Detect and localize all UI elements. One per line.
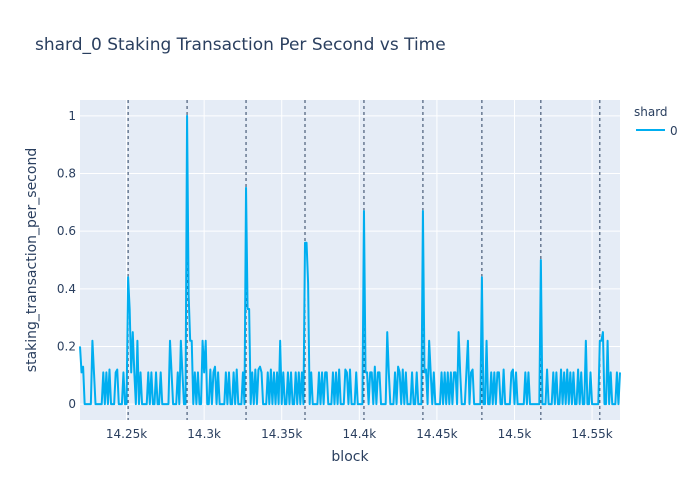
- legend-item-label: 0: [670, 124, 678, 138]
- x-axis-label: block: [331, 449, 369, 465]
- y-tick-label: 0.2: [57, 339, 76, 353]
- y-ticks: 0 0.2 0.4 0.6 0.8 1: [57, 109, 76, 411]
- x-ticks: 14.25k 14.3k 14.35k 14.4k 14.45k 14.5k 14.55k: [106, 427, 613, 441]
- series-line-0[interactable]: [79, 114, 621, 406]
- chart-title: shard_0 Staking Transaction Per Second v…: [35, 35, 446, 55]
- x-tick-label: 14.45k: [416, 427, 457, 441]
- series-layer: [79, 114, 621, 406]
- x-tick-label: 14.25k: [106, 427, 147, 441]
- x-tick-label: 14.5k: [498, 427, 532, 441]
- legend-title: shard: [634, 105, 668, 119]
- y-tick-label: 0.6: [57, 224, 76, 238]
- x-tick-label: 14.55k: [571, 427, 612, 441]
- x-tick-label: 14.3k: [187, 427, 221, 441]
- y-tick-label: 0.4: [57, 282, 76, 296]
- y-axis-label: staking_transaction_per_second: [24, 148, 40, 372]
- y-tick-label: 0.8: [57, 167, 76, 181]
- y-tick-label: 0: [68, 397, 76, 411]
- x-tick-label: 14.4k: [342, 427, 376, 441]
- x-tick-label: 14.35k: [261, 427, 302, 441]
- legend[interactable]: shard 0: [634, 105, 678, 138]
- y-tick-label: 1: [68, 109, 76, 123]
